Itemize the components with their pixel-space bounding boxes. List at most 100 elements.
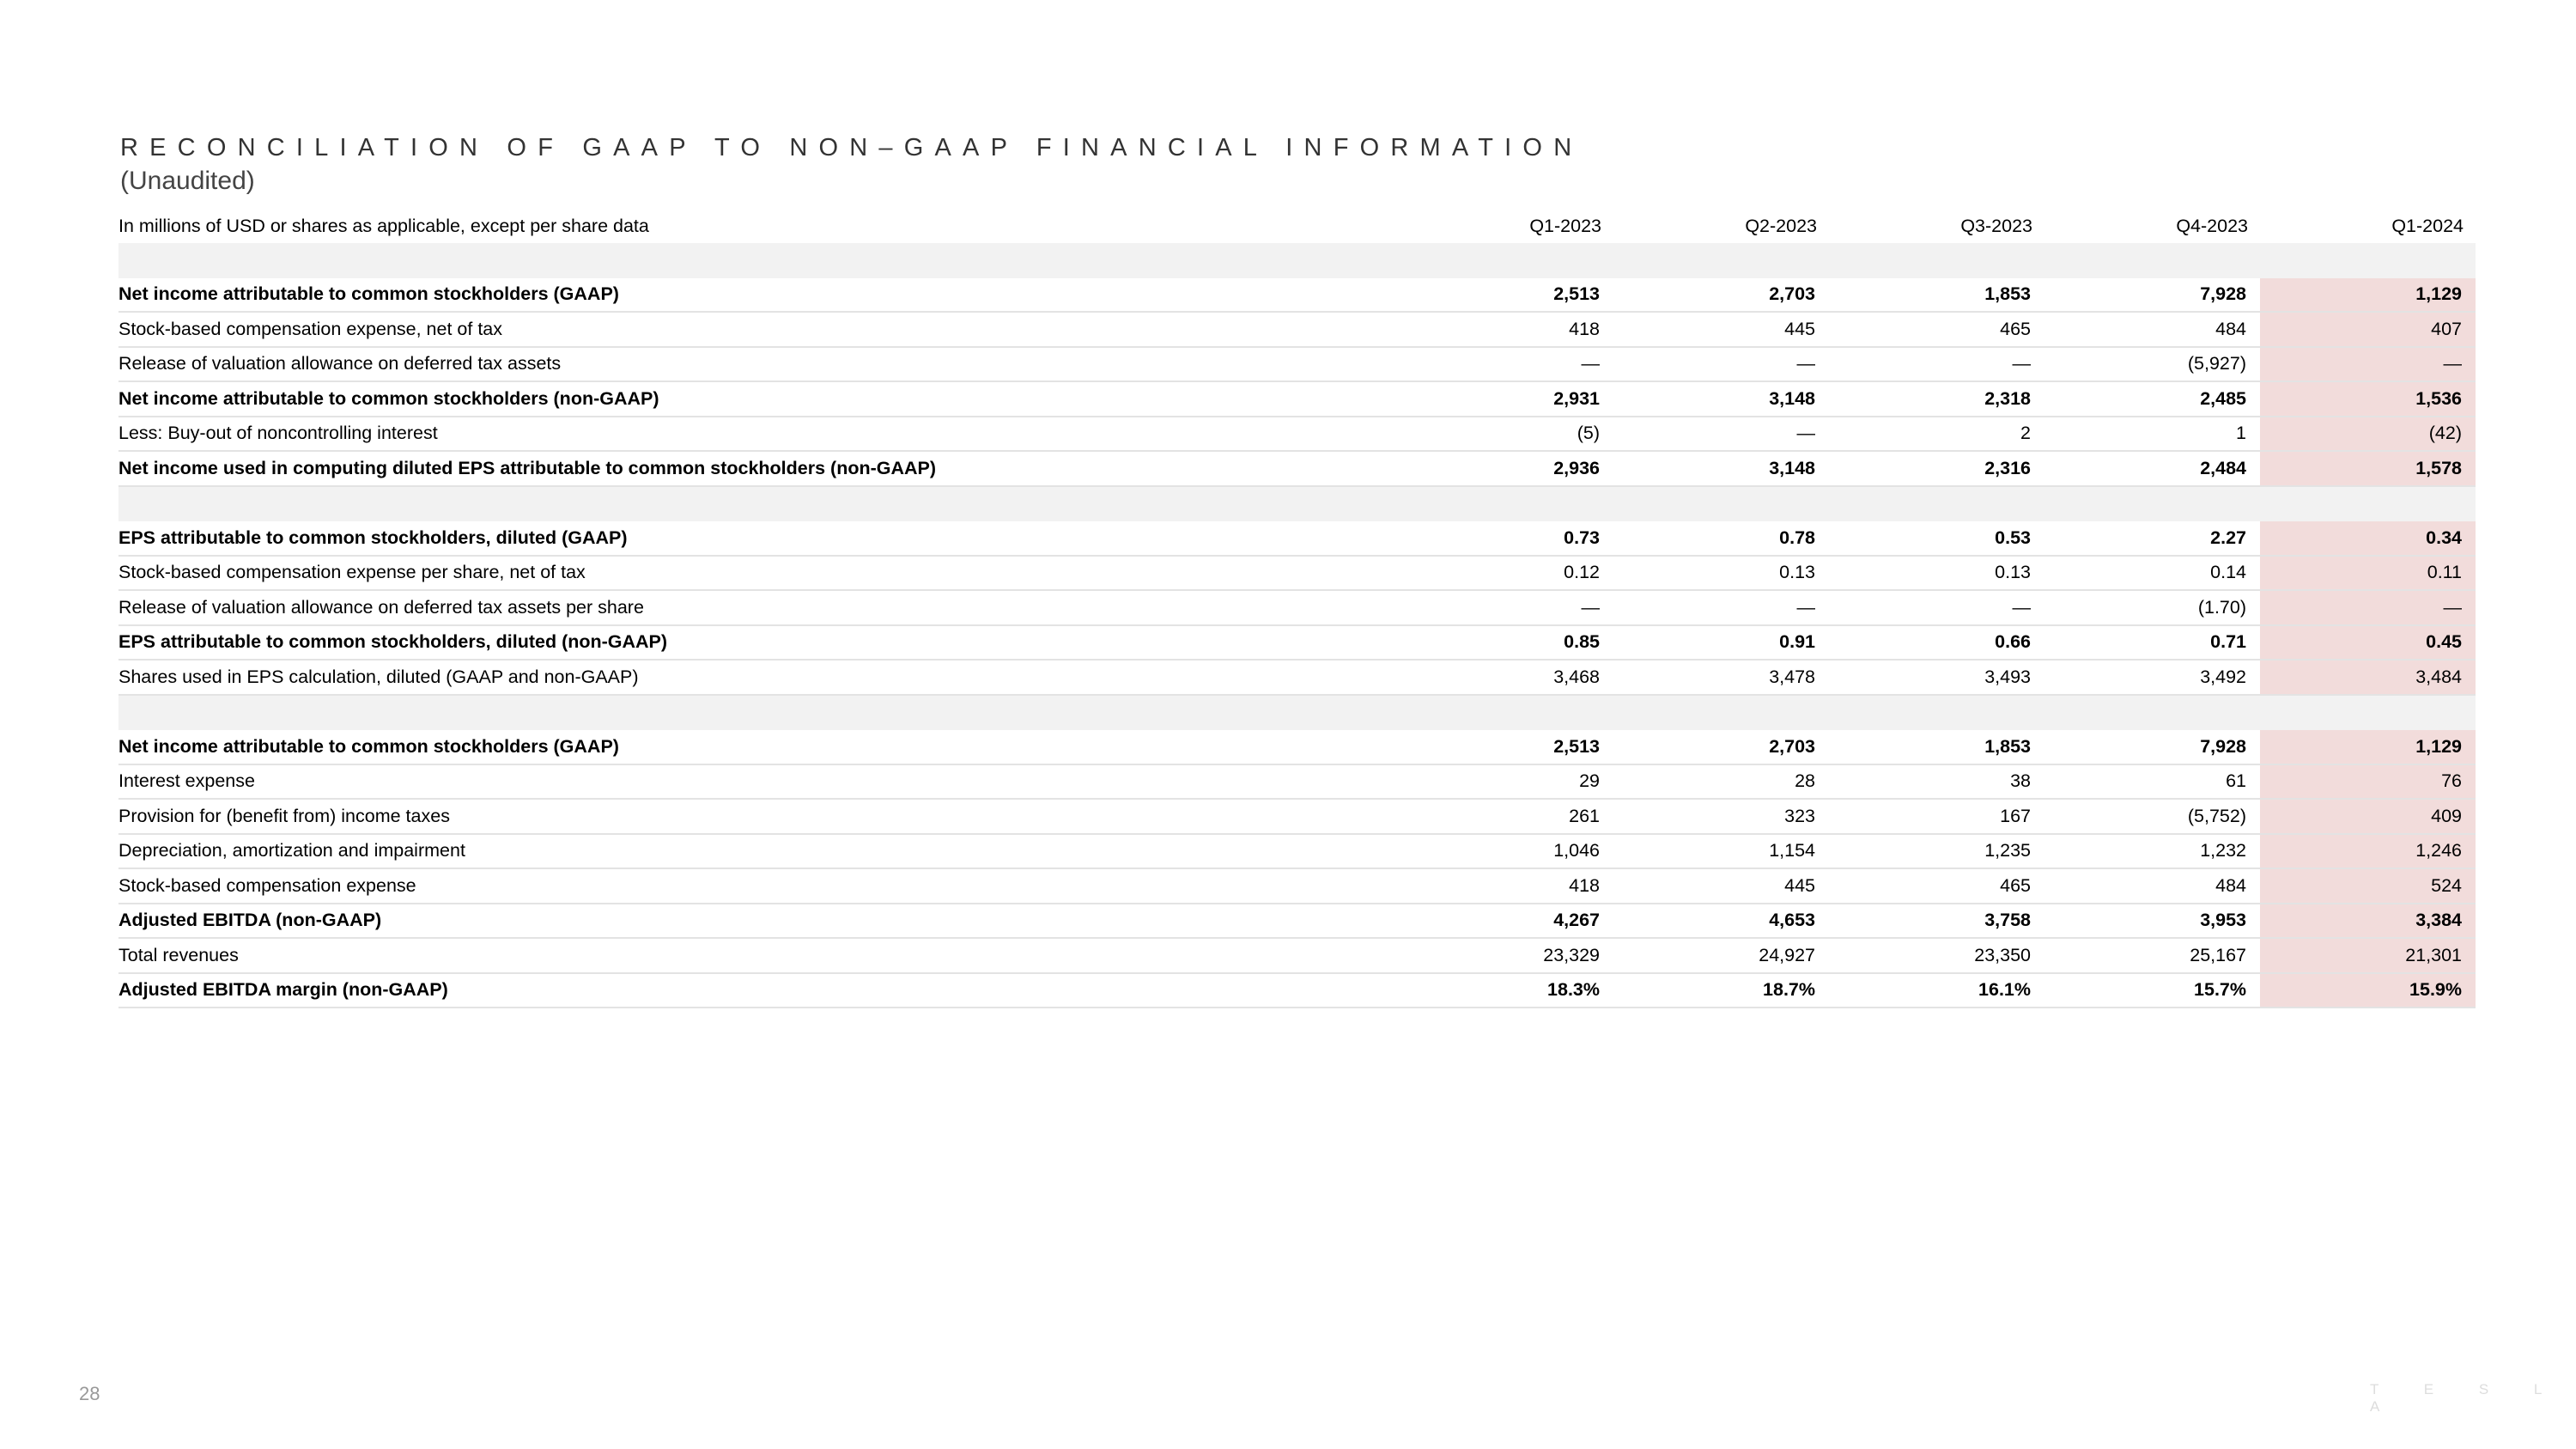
cell-value: 3,492: [2044, 660, 2260, 696]
table-row: Shares used in EPS calculation, diluted …: [118, 660, 2476, 696]
cell-value: 418: [1398, 312, 1613, 348]
column-header: Q1-2024: [2391, 215, 2464, 236]
cell-value: 1,129: [2260, 277, 2476, 313]
table-row: Provision for (benefit from) income taxe…: [118, 799, 2476, 835]
cell-value: 418: [1398, 868, 1613, 904]
cell-value: 465: [1829, 868, 2044, 904]
cell-value: 0.73: [1398, 521, 1613, 557]
row-label: Net income used in computing diluted EPS…: [118, 451, 1398, 487]
units-label: In millions of USD or shares as applicab…: [118, 215, 649, 236]
table-row: Net income attributable to common stockh…: [118, 730, 2476, 765]
cell-value: 0.11: [2260, 555, 2476, 591]
column-header: Q2-2023: [1745, 215, 1817, 236]
cell-value: 3,758: [1829, 903, 2044, 939]
cell-value: 2,318: [1829, 381, 2044, 417]
cell-value: 1,536: [2260, 381, 2476, 417]
cell-value: 3,384: [2260, 903, 2476, 939]
row-label: Stock-based compensation expense: [118, 868, 1398, 904]
cell-value: 0.53: [1829, 521, 2044, 557]
table-row: Net income attributable to common stockh…: [118, 277, 2476, 313]
cell-value: 484: [2044, 312, 2260, 348]
cell-value: 445: [1613, 868, 1829, 904]
cell-value: 23,350: [1829, 938, 2044, 974]
cell-value: 407: [2260, 312, 2476, 348]
cell-value: 18.3%: [1398, 972, 1613, 1008]
row-label: Shares used in EPS calculation, diluted …: [118, 660, 1398, 696]
row-label: Stock-based compensation expense, net of…: [118, 312, 1398, 348]
column-header: Q1-2023: [1529, 215, 1601, 236]
table-row: EPS attributable to common stockholders,…: [118, 521, 2476, 557]
cell-value: 61: [2044, 764, 2260, 800]
table-row: Interest expense 29 28 38 61 76: [118, 764, 2476, 800]
cell-value: [1829, 485, 2044, 521]
cell-value: 1,235: [1829, 833, 2044, 869]
cell-value: 16.1%: [1829, 972, 2044, 1008]
cell-value: 0.12: [1398, 555, 1613, 591]
cell-value: 1,232: [2044, 833, 2260, 869]
cell-value: 38: [1829, 764, 2044, 800]
cell-value: 76: [2260, 764, 2476, 800]
cell-value: 2,931: [1398, 381, 1613, 417]
cell-value: [2044, 243, 2260, 278]
cell-value: 3,953: [2044, 903, 2260, 939]
cell-value: —: [1398, 590, 1613, 626]
cell-value: 0.91: [1613, 624, 1829, 661]
cell-value: 1,853: [1829, 730, 2044, 765]
cell-value: 484: [2044, 868, 2260, 904]
tesla-logo: T E S L A: [2370, 1381, 2562, 1415]
row-label: Interest expense: [118, 764, 1398, 800]
cell-value: 18.7%: [1613, 972, 1829, 1008]
row-label: Adjusted EBITDA (non-GAAP): [118, 903, 1398, 939]
cell-value: 0.66: [1829, 624, 2044, 661]
cell-value: [1613, 243, 1829, 278]
cell-value: 0.13: [1829, 555, 2044, 591]
cell-value: 0.45: [2260, 624, 2476, 661]
cell-value: 1,129: [2260, 730, 2476, 765]
table-header-row: In millions of USD or shares as applicab…: [118, 209, 2476, 243]
cell-value: 29: [1398, 764, 1613, 800]
cell-value: 167: [1829, 799, 2044, 835]
cell-value: 323: [1613, 799, 1829, 835]
cell-value: 445: [1613, 312, 1829, 348]
column-header: Q3-2023: [1960, 215, 2032, 236]
cell-value: [2260, 485, 2476, 521]
cell-value: —: [1613, 416, 1829, 452]
cell-value: 0.85: [1398, 624, 1613, 661]
table-row: Adjusted EBITDA margin (non-GAAP) 18.3% 18…: [118, 972, 2476, 1008]
table-row: Less: Buy-out of noncontrolling interest…: [118, 416, 2476, 452]
table-row: Total revenues 23,329 24,927 23,350 25,167 21…: [118, 938, 2476, 974]
cell-value: 21,301: [2260, 938, 2476, 974]
cell-value: —: [1829, 346, 2044, 382]
cell-value: 465: [1829, 312, 2044, 348]
cell-value: 3,468: [1398, 660, 1613, 696]
cell-value: 2,703: [1613, 277, 1829, 313]
cell-value: 1,578: [2260, 451, 2476, 487]
row-label: [118, 243, 1398, 278]
cell-value: [1398, 485, 1613, 521]
cell-value: (5,752): [2044, 799, 2260, 835]
row-label: [118, 694, 1398, 730]
cell-value: 7,928: [2044, 277, 2260, 313]
cell-value: 524: [2260, 868, 2476, 904]
cell-value: 4,267: [1398, 903, 1613, 939]
cell-value: 2,936: [1398, 451, 1613, 487]
cell-value: [1613, 694, 1829, 730]
row-label: Net income attributable to common stockh…: [118, 277, 1398, 313]
cell-value: 409: [2260, 799, 2476, 835]
table-row: Adjusted EBITDA (non-GAAP) 4,267 4,653 3,75…: [118, 903, 2476, 939]
cell-value: [1613, 485, 1829, 521]
cell-value: 261: [1398, 799, 1613, 835]
cell-value: 3,148: [1613, 381, 1829, 417]
table-row: Depreciation, amortization and impairmen…: [118, 833, 2476, 869]
cell-value: (5,927): [2044, 346, 2260, 382]
cell-value: [2260, 243, 2476, 278]
cell-value: [2044, 485, 2260, 521]
cell-value: —: [2260, 590, 2476, 626]
cell-value: 1,046: [1398, 833, 1613, 869]
row-label: Release of valuation allowance on deferr…: [118, 346, 1398, 382]
table-row: Release of valuation allowance on deferr…: [118, 590, 2476, 626]
section-spacer: [118, 243, 2476, 278]
page-title: RECONCILIATION OF GAAP TO NON–GAAP FINAN…: [120, 134, 1583, 161]
cell-value: 3,484: [2260, 660, 2476, 696]
cell-value: 2.27: [2044, 521, 2260, 557]
